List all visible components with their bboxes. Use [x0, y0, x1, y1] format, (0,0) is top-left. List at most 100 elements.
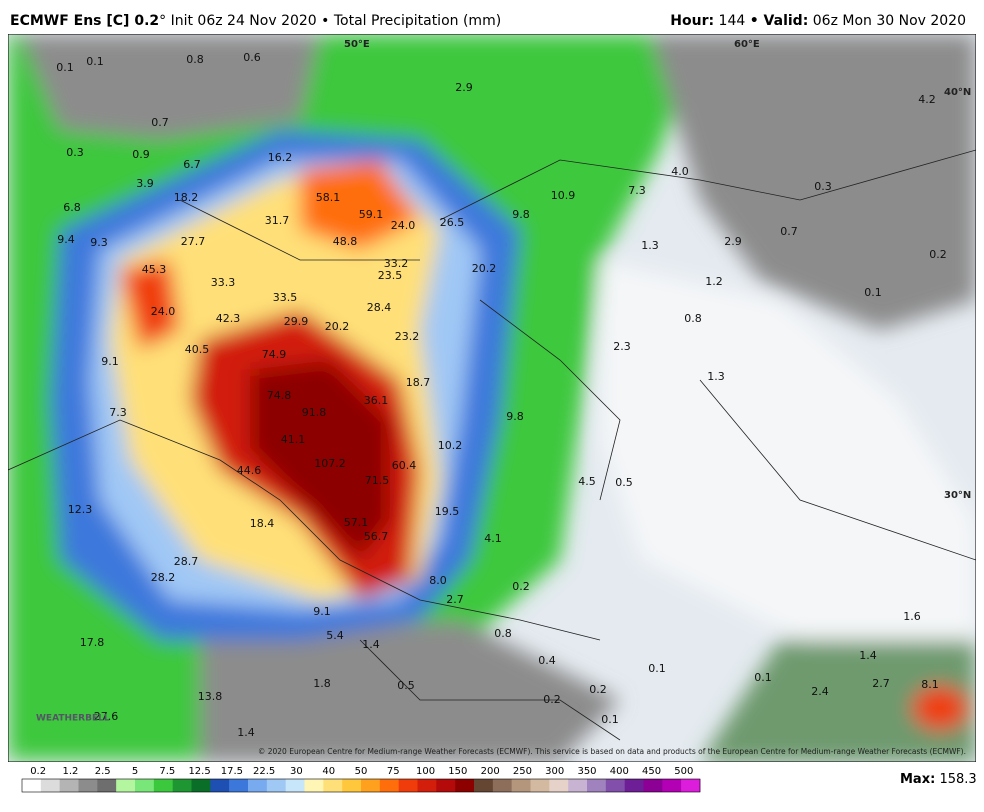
map-label: 20.2 — [472, 262, 497, 275]
map-label: 8.0 — [429, 574, 447, 587]
map-label: 56.7 — [364, 530, 389, 543]
map-label: 1.2 — [705, 275, 723, 288]
map-label: 9.4 — [57, 233, 75, 246]
colorbar-swatch — [323, 779, 343, 792]
map-label: 4.1 — [484, 532, 502, 545]
map-label: 9.3 — [90, 236, 108, 249]
map-label: 0.2 — [929, 248, 947, 261]
hour-key: Hour: — [670, 13, 714, 29]
colorbar-swatch — [379, 779, 399, 792]
map-label: 74.9 — [262, 348, 287, 361]
colorbar-tick-label: 75 — [387, 766, 400, 777]
colorbar-swatch — [342, 779, 362, 792]
colorbar-swatch — [417, 779, 437, 792]
map-label: 27.7 — [181, 235, 206, 248]
map-label: 71.5 — [365, 474, 390, 487]
colorbar-tick-label: 0.2 — [30, 766, 46, 777]
map-label: 7.3 — [628, 184, 646, 197]
map-label: 28.2 — [151, 571, 176, 584]
map-label: 0.1 — [56, 61, 74, 74]
map-label: 29.9 — [284, 315, 309, 328]
colorbar-swatch — [511, 779, 531, 792]
colorbar-swatch — [624, 779, 644, 792]
map-label: 10.2 — [438, 439, 463, 452]
colorbar-swatch — [78, 779, 98, 792]
max-key: Max: — [900, 772, 935, 787]
map-label: 23.5 — [378, 269, 403, 282]
colorbar-swatch — [568, 779, 588, 792]
map-label: 1.3 — [707, 370, 725, 383]
map-label: 45.3 — [142, 263, 167, 276]
map-label: 3.9 — [136, 177, 154, 190]
map-label: 57.1 — [344, 516, 369, 529]
colorbar-tick-label: 200 — [481, 766, 500, 777]
map-label: 1.8 — [313, 677, 331, 690]
colorbar-tick-label: 300 — [545, 766, 564, 777]
map-label: 19.5 — [435, 505, 460, 518]
colorbar-tick-label: 2.5 — [95, 766, 111, 777]
map-label: 0.1 — [648, 662, 666, 675]
map-label: 33.2 — [384, 257, 409, 270]
map-label: 4.0 — [671, 165, 689, 178]
map-label: 0.7 — [780, 225, 798, 238]
map-label: 0.2 — [589, 683, 607, 696]
map-label: 12.3 — [68, 503, 93, 516]
colorbar-tick-label: 1.2 — [62, 766, 78, 777]
map-label: 58.1 — [316, 191, 341, 204]
map-label: 0.1 — [601, 713, 619, 726]
colorbar-tick-label: 50 — [355, 766, 368, 777]
colorbar-swatch — [361, 779, 381, 792]
map-label: 91.8 — [302, 406, 327, 419]
colorbar-swatch — [662, 779, 682, 792]
map-label: 28.4 — [367, 301, 392, 314]
map-label: 41.1 — [281, 433, 306, 446]
map-label: 6.7 — [183, 158, 201, 171]
lat-label: 30°N — [944, 490, 971, 501]
map-label: 40.5 — [185, 343, 210, 356]
map-label: 18.7 — [406, 376, 431, 389]
map-label: 1.6 — [903, 610, 921, 623]
map-label: 0.1 — [86, 55, 104, 68]
colorbar-swatch — [229, 779, 249, 792]
colorbar-swatch — [248, 779, 268, 792]
valid: 06z Mon 30 Nov 2020 — [813, 13, 966, 29]
map-label: 7.3 — [109, 406, 127, 419]
map-label: 1.4 — [859, 649, 877, 662]
copyright: © 2020 European Centre for Medium-range … — [258, 747, 966, 756]
map-label: 5.4 — [326, 629, 344, 642]
map-label: 1.4 — [237, 726, 255, 739]
map-label: 0.8 — [684, 312, 702, 325]
map-label: 1.4 — [362, 638, 380, 651]
map-label: 18.2 — [174, 191, 199, 204]
map-label: 13.8 — [198, 690, 223, 703]
map-label: 9.8 — [506, 410, 524, 423]
title: ECMWF Ens [C] 0.2° Init 06z 24 Nov 2020 … — [10, 13, 501, 29]
map-label: 16.2 — [268, 151, 293, 164]
valid-time: Hour: 144 • Valid: 06z Mon 30 Nov 2020 — [670, 13, 966, 29]
map-label: 0.4 — [538, 654, 556, 667]
colorbar-tick-label: 450 — [642, 766, 661, 777]
colorbar-swatch — [210, 779, 230, 792]
map-label: 26.5 — [440, 216, 465, 229]
lon-label: 50°E — [344, 39, 370, 50]
map-label: 107.2 — [314, 457, 346, 470]
map-label: 2.4 — [811, 685, 829, 698]
title-rest: ° Init 06z 24 Nov 2020 • Total Precipita… — [159, 13, 501, 29]
colorbar-tick-label: 7.5 — [159, 766, 175, 777]
map-label: 44.6 — [237, 464, 262, 477]
colorbar-swatch — [398, 779, 418, 792]
map-label: 36.1 — [364, 394, 389, 407]
map-label: 23.2 — [395, 330, 420, 343]
map-label: 74.8 — [267, 389, 292, 402]
map-labels: 0.1 0.1 0.8 0.6 2.9 4.2 0.3 0.7 0.9 6.7 16.2 3.9 18.… — [56, 51, 947, 739]
colorbar-swatch — [587, 779, 607, 792]
map-label: 0.3 — [814, 180, 832, 193]
map-label: 60.4 — [392, 459, 417, 472]
map-label: 18.4 — [250, 517, 275, 530]
colorbar-tick-label: 150 — [448, 766, 467, 777]
map-label: 8.1 — [921, 678, 939, 691]
colorbar-swatch — [304, 779, 324, 792]
colorbar-tick-label: 250 — [513, 766, 532, 777]
map-label: 0.2 — [512, 580, 530, 593]
map-label: 0.8 — [494, 627, 512, 640]
